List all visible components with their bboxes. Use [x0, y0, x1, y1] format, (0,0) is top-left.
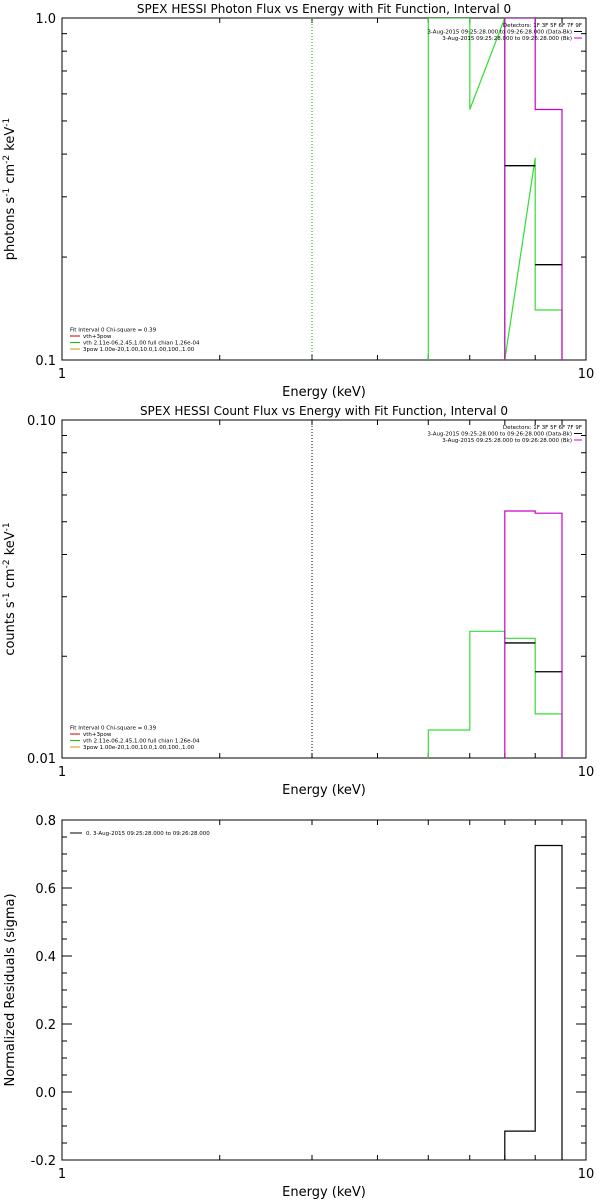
x-tick-label: 10	[578, 765, 595, 780]
y-axis-label-unit: cm	[3, 164, 18, 188]
y-axis-label-unit: keV	[3, 531, 18, 559]
data-series-group	[427, 18, 563, 360]
legend-entry: 3-Aug-2015 09:25:28.000 to 09:26:28.000 …	[427, 30, 572, 36]
y-tick-label: 0.01	[27, 752, 56, 767]
data-series-group	[427, 510, 563, 758]
x-axis-label: Energy (keV)	[282, 1185, 366, 1200]
x-tick-label: 10	[578, 367, 595, 382]
legend-entry: 3-Aug-2015 09:25:28.000 to 09:26:28.000 …	[442, 36, 572, 42]
legend-entry: Detectors: 1F 3F 5F 6F 7F 9F	[503, 425, 582, 431]
legend-entry: Fit Interval 0 Chi-square = 0.39	[70, 328, 157, 334]
y-tick-label: 0.8	[35, 814, 56, 829]
y-axis-label-unit: counts s	[3, 601, 18, 656]
y-axis-label: counts s-1 cm-2 keV-1	[2, 522, 18, 655]
series-1-histogram	[504, 510, 563, 758]
series-0-histogram	[427, 18, 563, 360]
legend-entry: 3-Aug-2015 09:25:28.000 to 09:26:28.000 …	[442, 438, 572, 444]
plot-frame	[61, 819, 587, 1161]
plot-frame	[61, 419, 587, 759]
x-tick-label: 1	[58, 765, 66, 780]
chart-title: SPEX HESSI Photon Flux vs Energy with Fi…	[137, 2, 511, 16]
legend-entry: 0. 3-Aug-2015 09:25:28.000 to 09:26:28.0…	[86, 831, 210, 837]
y-tick-label: 0.0	[35, 1086, 56, 1101]
y-tick-label: 0.4	[35, 950, 56, 965]
y-axis-label-exponent: -1	[2, 188, 12, 197]
series-1-histogram	[504, 18, 563, 360]
y-axis-label-exponent: -2	[2, 155, 12, 164]
legend-entry: 3-Aug-2015 09:25:28.000 to 09:26:28.000 …	[427, 432, 572, 438]
x-tick-label: 1	[58, 367, 66, 382]
y-tick-label: 0.10	[27, 414, 56, 429]
plot-frame	[61, 17, 587, 361]
x-tick-label: 10	[578, 1167, 595, 1182]
y-tick-label: 0.6	[35, 882, 56, 897]
y-axis-label-exponent: -1	[2, 118, 12, 127]
y-axis-label: photons s-1 cm-2 keV-1	[2, 118, 18, 260]
y-axis-label-unit: keV	[3, 127, 18, 155]
y-tick-label: 1.0	[35, 12, 56, 27]
y-axis-label-unit: cm	[3, 568, 18, 592]
legend-entry: Detectors: 1F 3F 5F 6F 7F 9F	[503, 23, 582, 29]
chart-panel-0: 1 10 0.1 1.0 SPEX HESSI Photon Flux vs Energ…	[2, 2, 594, 400]
legend-entry: vth 2.11e-06,2.45,1.00 full chian 1.26e-…	[83, 341, 200, 347]
y-axis-label: Normalized Residuals (sigma)	[3, 893, 18, 1086]
x-axis-label: Energy (keV)	[282, 783, 366, 798]
y-axis-label-exponent: -1	[2, 522, 12, 531]
series-0-histogram	[504, 844, 563, 1160]
chart-panel-1: 1 10 0.01 0.10 SPEX HESSI Count Flux vs Ener…	[2, 404, 594, 798]
legend-entry: 3pow 1.00e-20,1.00,10.0,1.00,100.,1.00	[83, 745, 195, 751]
y-axis-label-exponent: -2	[2, 559, 12, 568]
data-series-group	[504, 844, 563, 1160]
y-axis-label-exponent: -1	[2, 592, 12, 601]
x-tick-label: 1	[58, 1167, 66, 1182]
chart-title: SPEX HESSI Count Flux vs Energy with Fit…	[140, 404, 508, 418]
legend-entry: vth+3pow	[83, 732, 112, 738]
y-tick-label: 0.2	[35, 1018, 56, 1033]
legend-entry: 3pow 1.00e-20,1.00,10.0,1.00,100.,1.00	[83, 347, 195, 353]
series-0-histogram	[427, 630, 563, 758]
y-tick-label: 0.1	[35, 354, 56, 369]
y-axis-label-unit: photons s	[3, 197, 18, 261]
chart-panel-2: 1 10 -0.2 0.0 0.2 0.4 0.6 0.8 Energy (keV) Normal…	[3, 814, 594, 1200]
legend-entry: Fit Interval 0 Chi-square = 0.39	[70, 726, 157, 732]
x-axis-label: Energy (keV)	[282, 385, 366, 400]
y-tick-label: -0.2	[31, 1154, 56, 1169]
legend-entry: vth+3pow	[83, 334, 112, 340]
legend-entry: vth 2.11e-06,2.45,1.00 full chian 1.26e-…	[83, 739, 200, 745]
